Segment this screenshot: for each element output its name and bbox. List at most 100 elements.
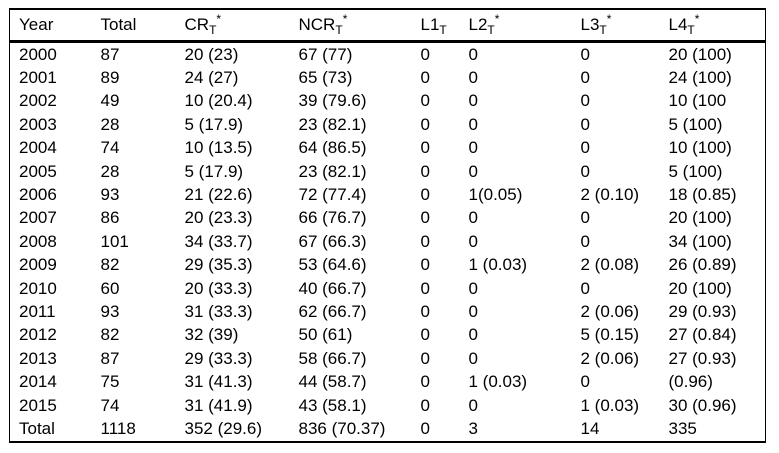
- column-header-label: Total: [100, 15, 137, 34]
- table-cell: 14: [580, 418, 600, 438]
- table-cell: 26 (0.89): [668, 255, 737, 275]
- table-cell: 5 (0.15): [580, 325, 640, 345]
- table-cell: 24 (100): [668, 68, 732, 88]
- table-cell: 0: [468, 208, 478, 228]
- table-cell: 20 (33.3): [184, 278, 253, 298]
- table-cell: 1 (0.03): [468, 255, 528, 275]
- table-cell: 0: [468, 325, 478, 345]
- column-header-superscript: *: [216, 12, 222, 26]
- table-cell: 335: [668, 418, 697, 438]
- column-header-subscript: T: [599, 23, 607, 37]
- table-cell: 0: [580, 372, 590, 392]
- table-cell: 352 (29.6): [184, 418, 263, 438]
- column-header-label: Year: [19, 15, 54, 34]
- table-cell: 5 (100): [668, 161, 723, 181]
- table-cell: 29 (35.3): [184, 255, 253, 275]
- table-header-row: Year Total CRT* NCRT* L1T L2T* L3T* L4T*: [9, 9, 766, 43]
- table-cell: 40 (66.7): [298, 278, 367, 298]
- column-header-year: Year: [9, 9, 92, 43]
- table-cell: 0: [580, 68, 590, 88]
- column-header-subscript: T: [335, 23, 343, 37]
- table-cell: 20 (100): [668, 44, 732, 64]
- table-cell: 0: [468, 278, 478, 298]
- table-cell: 21 (22.6): [184, 185, 253, 205]
- table-cell: 0: [420, 231, 430, 251]
- table-row: 2005 28 5 (17.9) 23 (82.1) 0 0 0 5 (100): [10, 160, 766, 183]
- table-cell: 0: [420, 325, 430, 345]
- table-cell: 3: [468, 418, 478, 438]
- table-cell: (0.96): [668, 372, 713, 392]
- table-cell: 58 (66.7): [298, 348, 367, 368]
- table-container: Year Total CRT* NCRT* L1T L2T* L3T* L4T* 2000 87…: [9, 8, 766, 443]
- table-cell: 0: [420, 68, 430, 88]
- table-cell: 29 (0.93): [668, 301, 737, 321]
- table-cell: 66 (76.7): [298, 208, 367, 228]
- table-cell: 10 (100: [668, 91, 727, 111]
- table-cell: 74: [100, 395, 120, 415]
- table-body: 2000 87 20 (23) 67 (77) 0 0 0 20 (100) 2001 89 24 …: [10, 42, 766, 442]
- table-cell: 0: [420, 278, 430, 298]
- table-cell: 0: [580, 138, 590, 158]
- table-cell: 53 (64.6): [298, 255, 367, 275]
- table-row: 2011 93 31 (33.3) 62 (66.7) 0 0 2 (0.06) 29 (0.…: [10, 300, 766, 323]
- table-cell: 20 (100): [668, 208, 732, 228]
- table-row: 2000 87 20 (23) 67 (77) 0 0 0 20 (100): [10, 42, 766, 67]
- table-cell: 0: [580, 91, 590, 111]
- column-header-label: L1: [420, 15, 440, 34]
- table-cell: 0: [580, 231, 590, 251]
- table-cell: 62 (66.7): [298, 301, 367, 321]
- table-cell: 50 (61): [298, 325, 353, 345]
- table-cell: 67 (77): [298, 44, 353, 64]
- table-row: 2007 86 20 (23.3) 66 (76.7) 0 0 0 20 (100): [10, 207, 766, 230]
- table-cell: 29 (33.3): [184, 348, 253, 368]
- table-cell: 0: [420, 418, 430, 438]
- table-cell: 64 (86.5): [298, 138, 367, 158]
- table-cell: 2008: [19, 231, 57, 251]
- table-row: 2008 101 34 (33.7) 67 (66.3) 0 0 0 34 (100): [10, 230, 766, 253]
- table-cell: 0: [468, 91, 478, 111]
- table-row: 2013 87 29 (33.3) 58 (66.7) 0 0 2 (0.06) 27 (0.…: [10, 347, 766, 370]
- table-cell: 0: [468, 114, 478, 134]
- column-header-superscript: *: [606, 12, 612, 26]
- table-cell: 0: [420, 185, 430, 205]
- table-row: 2006 93 21 (22.6) 72 (77.4) 0 1(0.05) 2 (0.10)…: [10, 183, 766, 206]
- table-cell: 2014: [19, 372, 57, 392]
- table-cell: 60: [100, 278, 120, 298]
- table-cell: 23 (82.1): [298, 114, 367, 134]
- column-header-label: NCR: [298, 15, 336, 34]
- table-cell: 39 (79.6): [298, 91, 367, 111]
- table-cell: 74: [100, 138, 120, 158]
- table-cell: 2015: [19, 395, 57, 415]
- table-cell: 86: [100, 208, 120, 228]
- table-cell: 101: [100, 231, 129, 251]
- table-cell: 87: [100, 44, 120, 64]
- table-cell: 31 (41.9): [184, 395, 253, 415]
- table-cell: 10 (20.4): [184, 91, 253, 111]
- column-header-label: L3: [580, 15, 600, 34]
- table-cell: 2007: [19, 208, 57, 228]
- table-row: 2003 28 5 (17.9) 23 (82.1) 0 0 0 5 (100): [10, 113, 766, 136]
- table-cell: 0: [420, 44, 430, 64]
- table-cell: 72 (77.4): [298, 185, 367, 205]
- table-cell: 2 (0.10): [580, 185, 640, 205]
- column-header-superscript: *: [694, 12, 700, 26]
- table-cell: 2006: [19, 185, 57, 205]
- table-cell: 5 (17.9): [184, 161, 244, 181]
- table-cell: 0: [420, 301, 430, 321]
- table-row: 2014 75 31 (41.3) 44 (58.7) 0 1 (0.03) 0 (0.96): [10, 370, 766, 393]
- column-header-subscript: T: [687, 23, 695, 37]
- table-row: 2002 49 10 (20.4) 39 (79.6) 0 0 0 10 (100: [10, 90, 766, 113]
- table-cell: 18 (0.85): [668, 185, 737, 205]
- table-cell: 0: [580, 161, 590, 181]
- table-cell: 2013: [19, 348, 57, 368]
- column-header-label: CR: [184, 15, 210, 34]
- table-cell: 0: [420, 208, 430, 228]
- column-header-ncr: NCRT*: [289, 9, 412, 43]
- table-cell: 82: [100, 255, 120, 275]
- table-cell: 20 (100): [668, 278, 732, 298]
- table-cell: 32 (39): [184, 325, 239, 345]
- data-table: Year Total CRT* NCRT* L1T L2T* L3T* L4T* 2000 87…: [9, 8, 766, 443]
- table-cell: 67 (66.3): [298, 231, 367, 251]
- table-cell: 23 (82.1): [298, 161, 367, 181]
- table-cell: 31 (41.3): [184, 372, 253, 392]
